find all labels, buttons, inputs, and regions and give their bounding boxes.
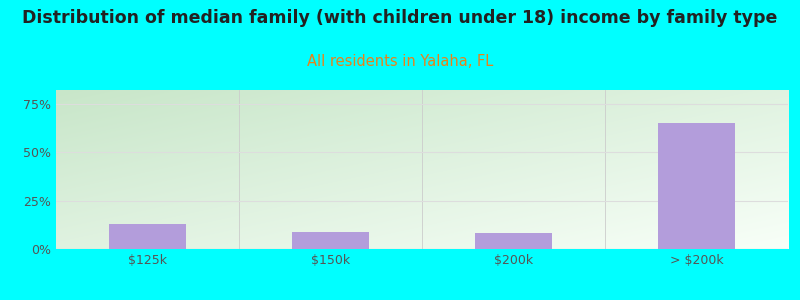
Text: Distribution of median family (with children under 18) income by family type: Distribution of median family (with chil… <box>22 9 778 27</box>
Bar <box>658 123 735 249</box>
Bar <box>475 232 552 249</box>
Bar <box>292 232 369 249</box>
Bar <box>109 224 186 249</box>
Text: All residents in Yalaha, FL: All residents in Yalaha, FL <box>307 54 493 69</box>
